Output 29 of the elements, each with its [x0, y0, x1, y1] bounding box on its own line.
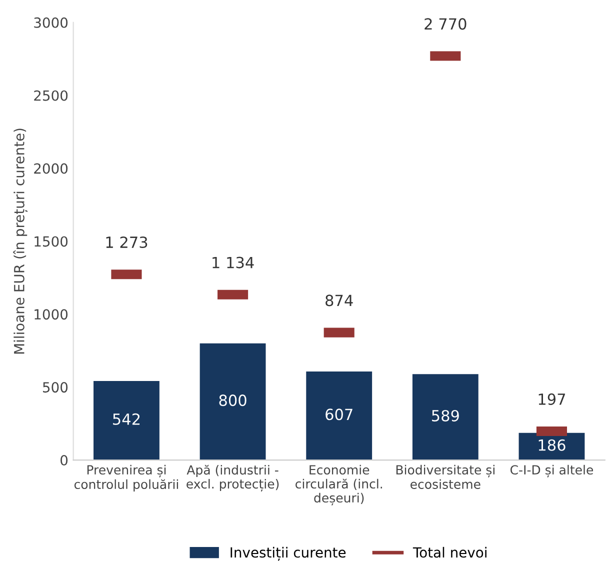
data-label: 1 134: [212, 256, 254, 268]
x-tick-label: C-I-D și altele: [510, 464, 594, 478]
x-tick-label: Apă (industrii - excl. protecție): [186, 464, 279, 492]
y-tick-label: 500: [43, 382, 68, 393]
data-label: 197: [538, 393, 566, 405]
legend-label: Investiții curente: [230, 546, 346, 561]
data-label: 1 273: [106, 236, 148, 248]
bar: [306, 371, 372, 460]
bar: [94, 380, 160, 460]
data-label: 2 770: [424, 18, 466, 30]
data-label: 542: [113, 413, 140, 425]
data-label: 186: [538, 439, 566, 451]
data-label: 607: [326, 408, 352, 420]
bar: [200, 343, 266, 460]
y-tick-label: 0: [60, 454, 68, 466]
y-tick-label: 2500: [34, 90, 68, 101]
x-tick-label: Economie circulară (incl. deșeuri): [296, 464, 382, 506]
bar: [412, 374, 478, 460]
y-tick-label: 3000: [34, 17, 68, 28]
y-tick-label: 1000: [34, 309, 68, 320]
y-axis-title: Milioane EUR (în prețuri curente): [13, 128, 28, 354]
y-tick-label: 1500: [34, 236, 68, 247]
data-label: 800: [219, 394, 246, 406]
x-tick-label: Biodiversitate și ecosisteme: [396, 464, 494, 489]
data-label: 589: [432, 410, 459, 422]
data-label: 874: [326, 294, 353, 306]
x-tick-label: Prevenirea și controlul poluării: [74, 464, 178, 492]
legend-label: Total nevoi: [412, 546, 486, 558]
y-tick-label: 2000: [34, 163, 68, 174]
